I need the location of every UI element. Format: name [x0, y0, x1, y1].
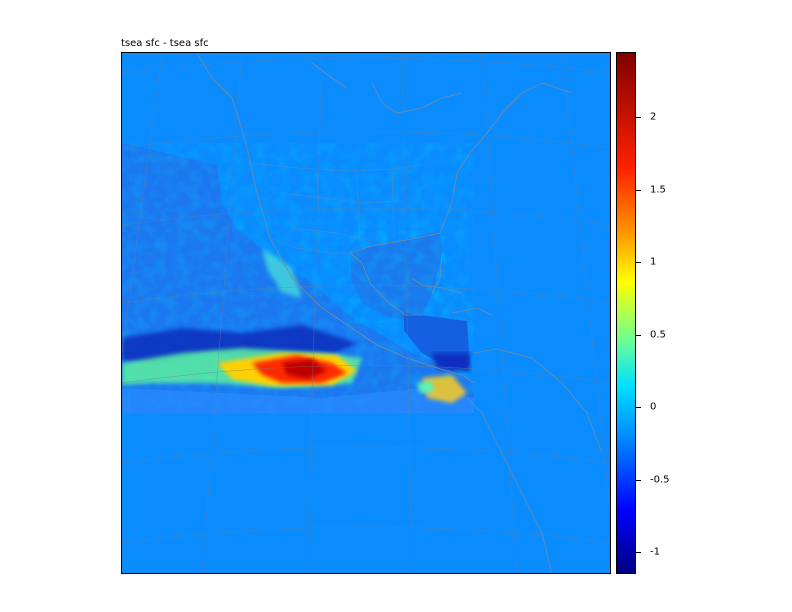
colorbar-tick-label: 2 — [650, 111, 657, 123]
colorbar-tick-label: 0.5 — [650, 329, 666, 341]
political-borders — [251, 162, 423, 254]
colorbar-tick-label: -1 — [650, 546, 660, 558]
colorbar-tick — [636, 117, 641, 119]
map-canvas — [122, 53, 610, 573]
colorbar-tick — [636, 479, 641, 481]
colorbar-tick-label: 1.5 — [650, 184, 666, 196]
plot-title: tsea sfc - tsea sfc — [121, 38, 209, 49]
map-panel — [121, 52, 611, 574]
colorbar-tick — [636, 189, 641, 191]
colorbar-tick — [636, 262, 641, 264]
colorbar-tick — [636, 407, 641, 409]
colorbar-tick-label: 1 — [650, 256, 657, 268]
pacific-anomaly-field — [122, 143, 474, 413]
colorbar-tick — [636, 552, 641, 554]
colorbar — [616, 52, 636, 574]
colorbar-tick-label: -0.5 — [650, 474, 670, 486]
gulf-caribbean-field — [350, 231, 470, 403]
colorbar-tick — [636, 334, 641, 336]
graticule — [122, 53, 610, 573]
coastlines — [196, 53, 603, 573]
colorbar-tick-label: 0 — [650, 401, 657, 413]
